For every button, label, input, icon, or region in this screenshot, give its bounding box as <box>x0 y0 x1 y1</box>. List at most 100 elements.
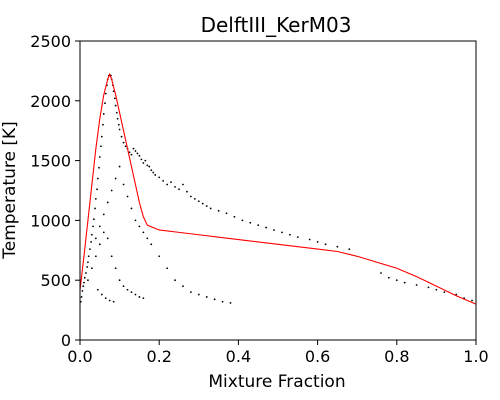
scatter-point <box>308 238 311 241</box>
scatter-point <box>380 272 382 274</box>
scatter-point <box>114 267 117 270</box>
scatter-point <box>118 279 121 282</box>
scatter-point <box>126 195 129 198</box>
scatter-point <box>134 293 137 296</box>
x-tick-label: 0.8 <box>384 347 409 366</box>
plot-frame <box>79 40 477 341</box>
scatter-point <box>106 201 109 204</box>
scatter-point <box>94 237 97 240</box>
scatter-point <box>209 207 212 210</box>
scatter-point <box>241 219 244 222</box>
scatter-point <box>170 181 172 184</box>
scatter-point <box>96 288 99 291</box>
scatter-point <box>205 296 208 298</box>
scatter-point <box>112 300 115 303</box>
scatter-point <box>100 145 102 148</box>
y-tick-label: 2000 <box>30 92 71 111</box>
scatter-point <box>83 281 85 284</box>
scatter-point <box>116 117 119 120</box>
scatter-point <box>174 186 176 188</box>
scatter-point <box>94 207 96 210</box>
scatter-point <box>324 243 327 246</box>
scatter-point <box>80 296 83 298</box>
scatter-point <box>108 299 111 302</box>
scatter-point <box>92 225 94 228</box>
scatter-point <box>106 237 109 240</box>
scatter-point <box>102 113 105 115</box>
scatter-point <box>98 243 101 246</box>
scatter-point <box>158 255 161 258</box>
scatter-point <box>110 255 113 258</box>
scatter-point <box>142 297 145 300</box>
scatter-point <box>115 111 118 114</box>
scatter-point <box>273 229 275 231</box>
scatter-point <box>90 267 93 270</box>
scatter-point <box>110 189 113 192</box>
scatter-point <box>257 224 260 227</box>
scatter-point <box>128 151 131 154</box>
scatter-series <box>79 73 473 304</box>
scatter-point <box>197 200 200 203</box>
scatter-point <box>415 284 418 286</box>
scatter-point <box>435 288 438 291</box>
plot-area <box>79 73 477 305</box>
scatter-point <box>90 233 93 236</box>
chart-title: DelftIII_KerM03 <box>201 13 352 37</box>
scatter-point <box>85 272 87 274</box>
y-axis-label: Temperature [K] <box>0 121 20 260</box>
scatter-point <box>89 248 91 251</box>
scatter-point <box>336 245 339 248</box>
scatter-point <box>86 266 89 268</box>
scatter-point <box>229 302 232 304</box>
scatter-point <box>134 219 137 222</box>
scatter-point <box>96 177 99 180</box>
scatter-point <box>126 288 129 291</box>
scatter-point <box>288 233 291 236</box>
x-tick-label: 0.2 <box>146 347 171 366</box>
scatter-point <box>98 156 101 158</box>
scatter-point <box>132 147 135 150</box>
scatter-point <box>144 159 147 162</box>
scatter-point <box>348 248 351 251</box>
scatter-point <box>114 177 117 180</box>
scatter-point <box>213 298 216 301</box>
scatter-point <box>205 205 208 207</box>
scatter-point <box>130 153 133 156</box>
scatter-point <box>265 226 268 229</box>
scatter-point <box>98 166 100 169</box>
scatter-point <box>443 291 446 294</box>
y-tick-label: 0 <box>61 331 71 350</box>
scatter-point <box>158 176 161 179</box>
scatter-point <box>182 285 184 288</box>
scatter-point <box>94 255 97 258</box>
scatter-point <box>201 202 204 205</box>
scatter-point <box>225 212 228 215</box>
scatter-point <box>142 162 145 164</box>
scatter-point <box>140 158 143 161</box>
scatter-point <box>316 241 319 243</box>
scatter-point <box>130 207 133 210</box>
scatter-point <box>114 104 117 107</box>
scatter-point <box>87 279 89 282</box>
axes: 0.0 0.2 0.4 0.6 0.8 1.0 0 500 1000 1500 2000 2500 <box>30 32 488 366</box>
scatter-point <box>138 225 141 228</box>
scatter-point <box>138 296 141 298</box>
scatter-point <box>387 276 390 279</box>
scatter-point <box>152 171 155 174</box>
scatter-point <box>193 197 196 200</box>
scatter-point <box>150 243 153 246</box>
scatter-point <box>174 279 176 282</box>
scatter-point <box>100 135 103 138</box>
x-axis-label: Mixture Fraction <box>208 372 345 392</box>
scatter-point <box>281 231 283 234</box>
scatter-point <box>94 197 97 200</box>
scatter-point <box>130 291 133 294</box>
scatter-point <box>83 276 86 279</box>
x-tick-label: 0.4 <box>226 347 251 366</box>
y-tick-label: 1000 <box>30 211 71 230</box>
scatter-point <box>102 231 105 234</box>
scatter-point <box>217 209 220 212</box>
x-tick-label: 0.6 <box>305 347 330 366</box>
line-series <box>79 73 477 305</box>
